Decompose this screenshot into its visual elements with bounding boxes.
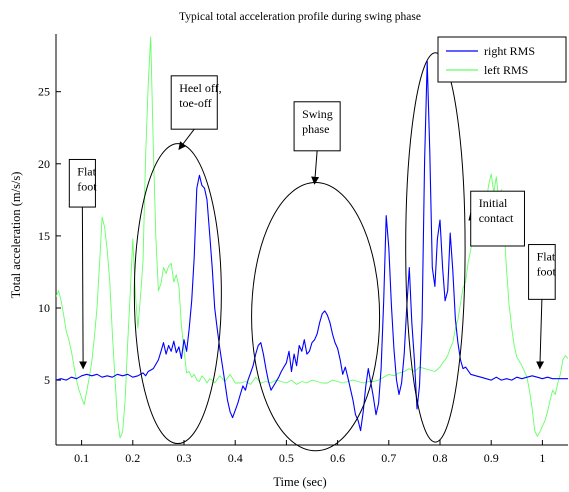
phase-ellipse	[251, 182, 381, 452]
annotation-arrow	[536, 299, 545, 370]
y-axis-label: Total acceleration (m/s/s)	[9, 172, 23, 299]
annotation-line: foot	[77, 179, 97, 193]
annotation-label: Swing phase	[302, 107, 333, 136]
phase-ellipse	[405, 52, 466, 443]
annotation-line: Swing	[302, 107, 333, 121]
annotation-label: Heel off, toe-off	[179, 81, 221, 110]
annotation-line: foot	[537, 265, 557, 279]
y-tick-label: 5	[44, 373, 50, 387]
legend: right RMS left RMS	[437, 36, 567, 83]
annotation-label: Flat foot	[77, 164, 97, 193]
x-axis-label: Time (sec)	[273, 475, 326, 489]
legend-label: right RMS	[484, 44, 535, 58]
legend-label: left RMS	[484, 63, 528, 77]
x-tick-label: 0.6	[330, 451, 345, 465]
y-tick-label: 20	[38, 157, 50, 171]
x-tick-label: 0.7	[381, 451, 396, 465]
annotation-line: Heel off,	[179, 81, 221, 95]
annotation-line: contact	[479, 211, 514, 225]
chart-title: Typical total acceleration profile durin…	[179, 11, 421, 23]
y-tick-label: 25	[38, 85, 50, 99]
x-tick-label: 0.2	[125, 451, 140, 465]
series-line-left-rms	[56, 36, 568, 439]
annotation-arrow	[178, 128, 195, 151]
x-tick-label: 0.3	[177, 451, 192, 465]
phase-ellipse	[133, 143, 222, 445]
annotation-box	[170, 75, 218, 130]
annotation-line: Flat	[77, 164, 96, 178]
x-tick-label: 0.4	[228, 451, 243, 465]
annotation-box	[68, 158, 96, 208]
plot-area: 0.1 0.2 0.3 0.4 0.5 0.6 0.7 0.8 0.9 1510152025Fla…	[38, 34, 568, 465]
x-tick-label: 0.5	[279, 451, 294, 465]
annotation-arrow	[79, 207, 88, 370]
x-tick-label: 0.1	[74, 451, 89, 465]
annotation-label: Flat foot	[537, 250, 557, 279]
annotation-box	[293, 101, 341, 152]
annotation-line: phase	[302, 122, 329, 136]
annotation-line: Initial	[479, 196, 508, 210]
x-tick-label: 0.9	[484, 451, 499, 465]
annotation-label: Initial contact	[479, 196, 514, 225]
annotation-line: toe-off	[179, 96, 211, 110]
x-tick-label: 0.8	[433, 451, 448, 465]
annotation-arrow	[311, 150, 320, 185]
annotation-box	[528, 244, 556, 300]
annotation-box	[470, 190, 525, 247]
x-tick-label: 1	[539, 451, 545, 465]
annotation-line: Flat	[537, 250, 556, 264]
y-tick-label: 15	[38, 229, 50, 243]
series-line-right-rms	[56, 60, 568, 432]
legend-box	[437, 36, 567, 83]
y-tick-label: 10	[38, 301, 50, 315]
